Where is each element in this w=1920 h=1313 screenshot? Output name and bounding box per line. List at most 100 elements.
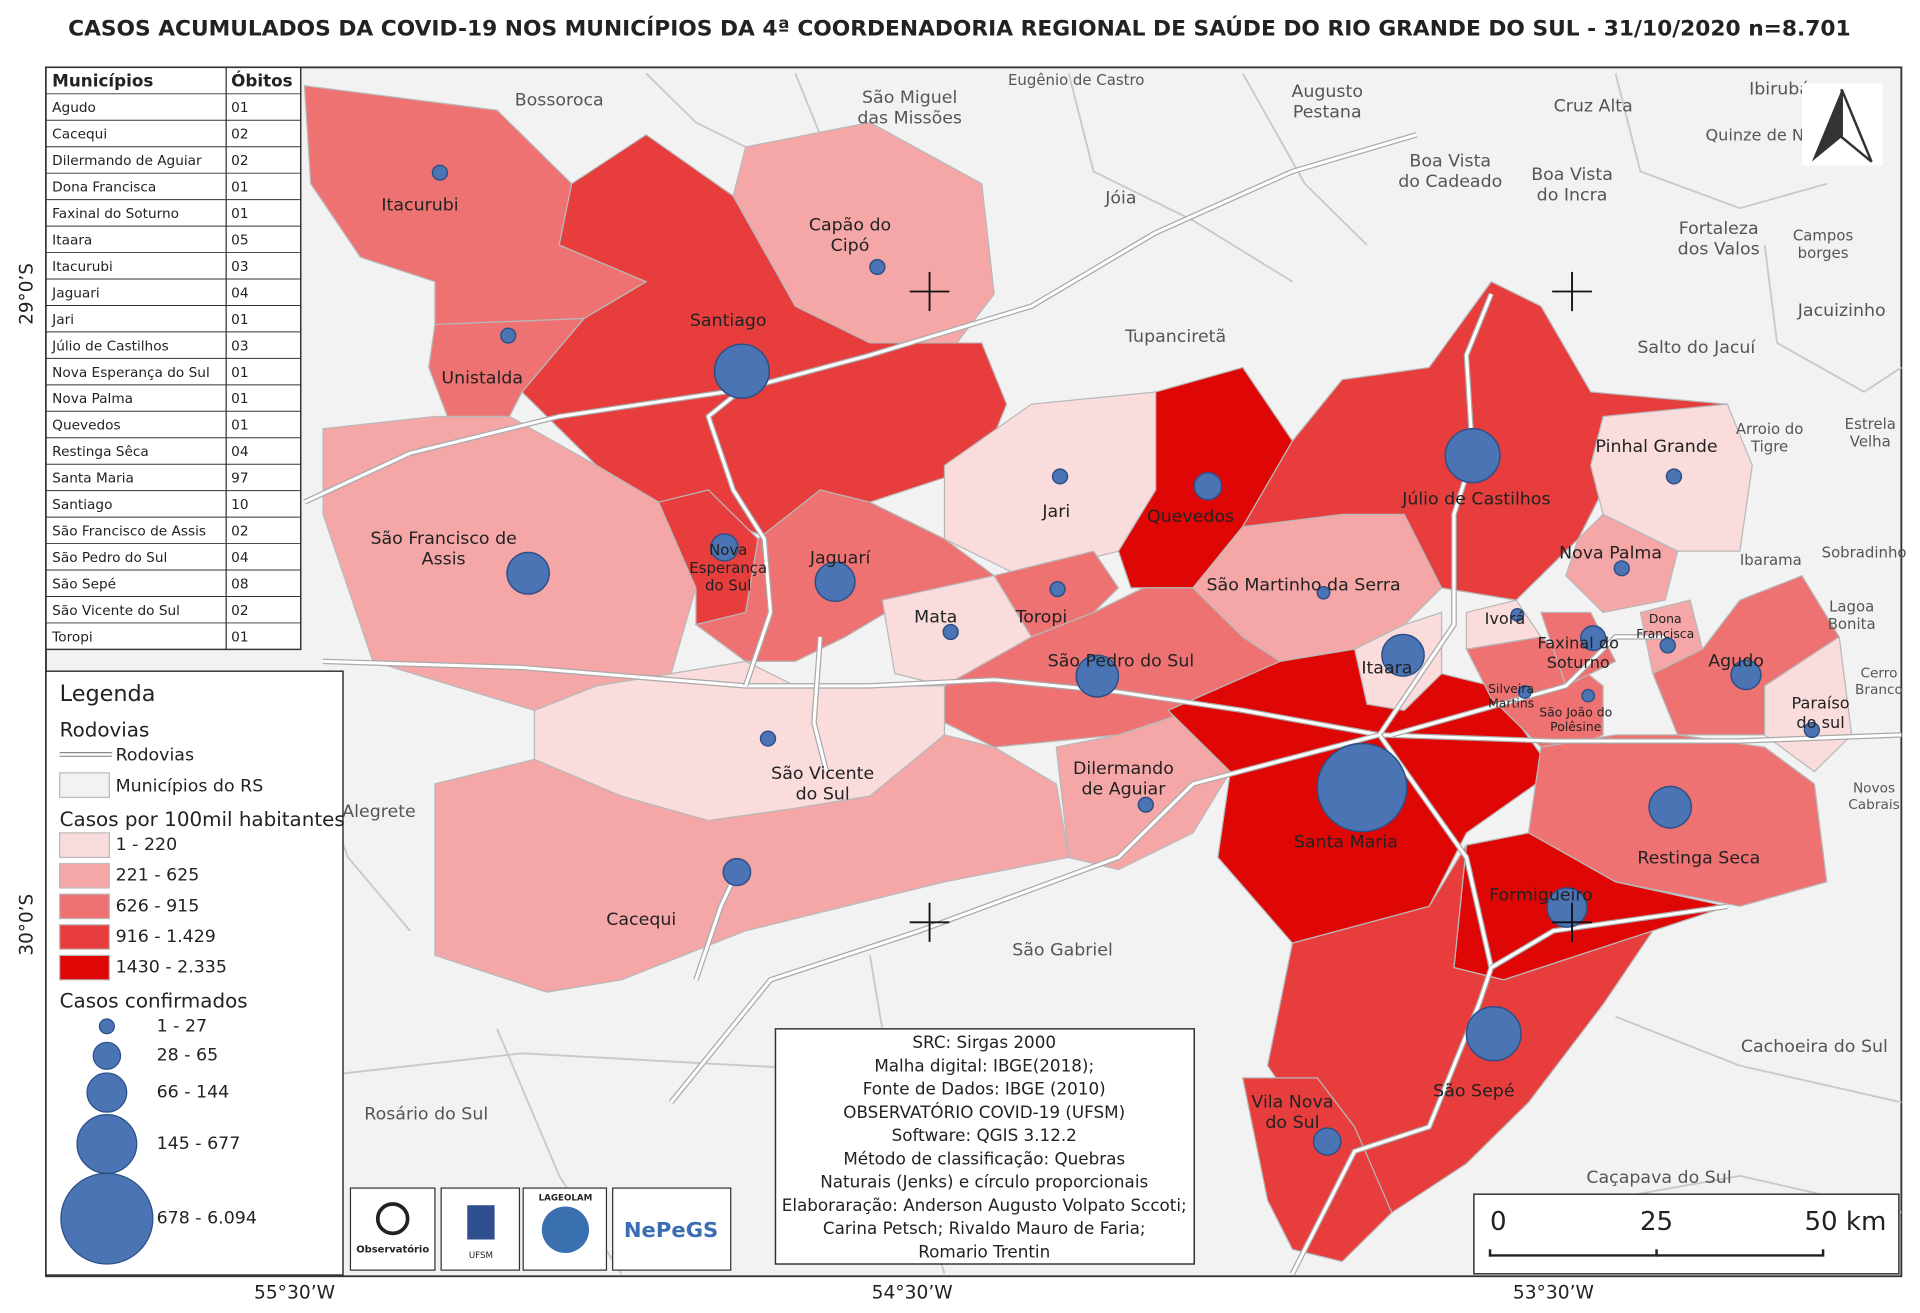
municipality-label: do Sul (796, 785, 850, 805)
case-circle (1648, 785, 1693, 829)
case-circle (1051, 468, 1069, 485)
table-cell: Santa Maria (52, 471, 134, 487)
municipality-label: Jaguarí (809, 549, 872, 569)
place-label: Jóia (1104, 188, 1136, 208)
table-header: Municípios (52, 71, 153, 90)
legend-circle (98, 1018, 115, 1035)
place-label: dos Valos (1678, 240, 1760, 260)
road (1291, 734, 1493, 1275)
place-label: das Missões (857, 109, 962, 129)
table-cell: 97 (231, 471, 248, 487)
boundary-line (1067, 73, 1293, 283)
road-layer (303, 132, 1902, 1276)
municipality-label: São Francisco de (370, 529, 516, 549)
case-circle (1193, 472, 1223, 501)
table-cell: 05 (231, 233, 248, 249)
case-circle (1316, 585, 1331, 600)
table-cell: Dilermando de Aguiar (52, 153, 202, 169)
municipality-label: Martins (1488, 697, 1534, 711)
legend-item: 145 - 677 (157, 1134, 241, 1154)
logo-mark (541, 1206, 590, 1253)
info-line: Malha digital: IBGE(2018); (874, 1056, 1094, 1075)
table-cell: 02 (231, 153, 248, 169)
legend-item: Municípios do RS (116, 776, 264, 796)
place-label: Bonita (1828, 616, 1876, 633)
municipality-label: Capão do (809, 215, 891, 235)
place-label: Cachoeira do Sul (1741, 1037, 1888, 1057)
place-label: Jacuizinho (1797, 301, 1886, 321)
legend-heading: Rodovias (60, 719, 150, 742)
municipality-label: Santa Maria (1294, 833, 1398, 853)
case-circle (431, 164, 449, 181)
table-cell: São Pedro do Sul (52, 550, 167, 566)
boundary-line (1241, 73, 1368, 246)
info-line: Naturais (Jenks) e círculo proporcionais (820, 1173, 1148, 1192)
place-label: Cabrais (1848, 797, 1899, 813)
municipality-label: Francisca (1636, 627, 1694, 641)
municipality-label: Faxinal do (1537, 634, 1619, 653)
municipality-label: Dilermando (1073, 759, 1174, 779)
municipality-label: Dona (1649, 612, 1682, 626)
boundary-line (1614, 73, 1828, 210)
table-cell: São Sepé (52, 577, 116, 593)
case-circle (1803, 721, 1821, 739)
legend-title: Legenda (60, 681, 156, 707)
info-line: Elaboraração: Anderson Augusto Volpato S… (782, 1196, 1187, 1215)
place-label: do Incra (1537, 186, 1608, 206)
place-label: Eugênio de Castro (1008, 72, 1144, 89)
legend-item: Rodovias (116, 746, 194, 766)
municipality-label: de Aguiar (1081, 780, 1166, 800)
logo-mark (467, 1205, 495, 1240)
logo-box (349, 1187, 436, 1271)
case-circle (1579, 625, 1607, 652)
info-line: Método de classificação: Quebras (843, 1149, 1125, 1168)
place-label: Lagoa (1829, 599, 1874, 616)
municipality-label: Mata (914, 607, 957, 627)
road (669, 733, 1380, 1104)
info-line: Romario Trentin (918, 1243, 1050, 1262)
longitude-label: 54°30’W (872, 1282, 953, 1303)
case-circle (1510, 607, 1525, 622)
table-cell: 02 (231, 603, 248, 619)
logo-text: NePeGS (624, 1218, 718, 1242)
table-cell: 03 (231, 259, 248, 275)
case-circle (1730, 659, 1762, 691)
municipality-label: Agudo (1708, 651, 1764, 671)
scale-label: 0 (1490, 1207, 1507, 1237)
case-circle (869, 258, 886, 276)
boundary-line (645, 72, 747, 148)
place-label: Boa Vista (1409, 152, 1491, 172)
info-line: Fonte de Dados: IBGE (2010) (863, 1080, 1106, 1099)
place-label: Salto do Jacuí (1637, 338, 1756, 358)
municipality-label: São Sepé (1433, 1081, 1514, 1101)
table-cell: 04 (231, 444, 248, 460)
place-label: Novos (1853, 781, 1895, 797)
table-cell: 01 (231, 391, 248, 407)
case-circle (1517, 685, 1532, 699)
municipality-label: do sul (1796, 713, 1844, 732)
case-circle (1444, 427, 1501, 484)
table-cell: Dona Francisca (52, 180, 156, 196)
municipality-label: Vila Nova (1251, 1092, 1333, 1112)
table-cell: 04 (231, 286, 248, 302)
longitude-label: 53°30’W (1513, 1282, 1594, 1303)
municipality-label: Nova Palma (1559, 544, 1662, 564)
longitude-label: 55°30’W (254, 1282, 335, 1303)
municipality-label: do Sul (1265, 1113, 1319, 1133)
table-cell: Quevedos (52, 418, 120, 434)
map-title: CASOS ACUMULADOS DA COVID-19 NOS MUNICÍP… (68, 15, 1851, 41)
municipality-label: Soturno (1547, 653, 1610, 672)
legend-item: 1430 - 2.335 (116, 958, 227, 978)
municipality-label: do Sul (705, 578, 751, 595)
place-label: Cerro (1860, 666, 1897, 682)
table-cell: 01 (231, 206, 248, 222)
legend-item: 1 - 27 (157, 1016, 208, 1036)
legend-swatch (59, 924, 110, 950)
table-cell: 10 (231, 497, 248, 513)
table-cell: Júlio de Castilhos (51, 338, 169, 354)
place-label: Fortaleza (1679, 219, 1759, 239)
north-arrow (1840, 88, 1873, 163)
road (706, 388, 773, 687)
